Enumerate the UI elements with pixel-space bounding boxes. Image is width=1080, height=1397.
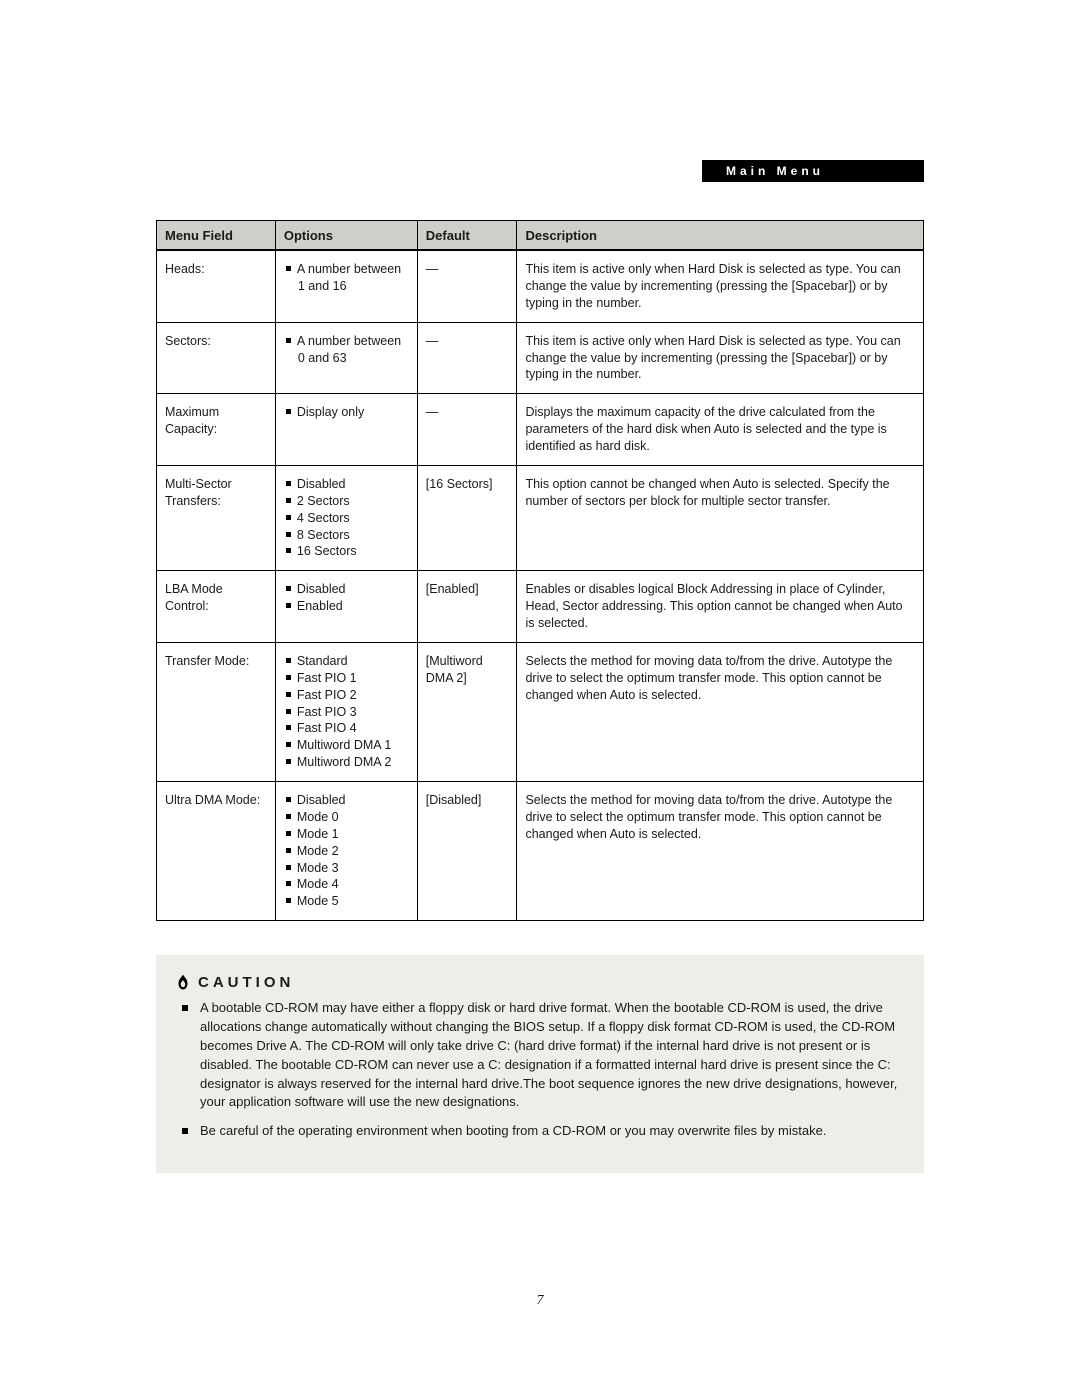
cell-options: Display only bbox=[275, 394, 417, 466]
cell-desc: Selects the method for moving data to/fr… bbox=[517, 642, 924, 781]
cell-field: LBA Mode Control: bbox=[157, 571, 276, 643]
option-item: 16 Sectors bbox=[286, 543, 409, 560]
option-item: Display only bbox=[286, 404, 409, 421]
option-item: Mode 0 bbox=[286, 809, 409, 826]
option-item: 4 Sectors bbox=[286, 510, 409, 527]
option-item: Disabled bbox=[286, 476, 409, 493]
caution-list: A bootable CD-ROM may have either a flop… bbox=[174, 999, 898, 1141]
cell-default: — bbox=[417, 322, 517, 394]
caution-title-text: CAUTION bbox=[198, 974, 294, 991]
page-container: Main Menu Menu Field Options Default Des… bbox=[0, 0, 1080, 1369]
caution-item: A bootable CD-ROM may have either a flop… bbox=[182, 999, 898, 1112]
cell-default: [16 Sectors] bbox=[417, 465, 517, 570]
cell-default: [Disabled] bbox=[417, 782, 517, 921]
options-list: Standard Fast PIO 1 Fast PIO 2 Fast PIO … bbox=[284, 653, 409, 771]
options-list: Disabled Enabled bbox=[284, 581, 409, 615]
table-row: LBA Mode Control: Disabled Enabled [Enab… bbox=[157, 571, 924, 643]
cell-options: Disabled Mode 0 Mode 1 Mode 2 Mode 3 Mod… bbox=[275, 782, 417, 921]
cell-desc: This item is active only when Hard Disk … bbox=[517, 322, 924, 394]
th-field: Menu Field bbox=[157, 221, 276, 251]
options-list: Disabled Mode 0 Mode 1 Mode 2 Mode 3 Mod… bbox=[284, 792, 409, 910]
option-item: Fast PIO 1 bbox=[286, 670, 409, 687]
caution-title: CAUTION bbox=[174, 973, 898, 991]
cell-field: Multi-Sector Transfers: bbox=[157, 465, 276, 570]
option-item: Mode 5 bbox=[286, 893, 409, 910]
cell-options: A number between 1 and 16 bbox=[275, 250, 417, 322]
option-item: Mode 3 bbox=[286, 860, 409, 877]
option-item: A number between bbox=[286, 333, 409, 350]
cell-desc: This option cannot be changed when Auto … bbox=[517, 465, 924, 570]
cell-field: Transfer Mode: bbox=[157, 642, 276, 781]
table-row: Heads: A number between 1 and 16 — This … bbox=[157, 250, 924, 322]
option-item: A number between bbox=[286, 261, 409, 278]
cell-desc: Displays the maximum capacity of the dri… bbox=[517, 394, 924, 466]
option-item: Enabled bbox=[286, 598, 409, 615]
cell-field: Ultra DMA Mode: bbox=[157, 782, 276, 921]
cell-desc: Enables or disables logical Block Addres… bbox=[517, 571, 924, 643]
option-item: Disabled bbox=[286, 581, 409, 598]
options-list: Disabled 2 Sectors 4 Sectors 8 Sectors 1… bbox=[284, 476, 409, 560]
option-item: 8 Sectors bbox=[286, 527, 409, 544]
cell-options: Standard Fast PIO 1 Fast PIO 2 Fast PIO … bbox=[275, 642, 417, 781]
options-list: A number between 0 and 63 bbox=[284, 333, 409, 367]
option-item: Standard bbox=[286, 653, 409, 670]
th-desc: Description bbox=[517, 221, 924, 251]
options-list: Display only bbox=[284, 404, 409, 421]
table-row: Sectors: A number between 0 and 63 — Thi… bbox=[157, 322, 924, 394]
cell-options: Disabled Enabled bbox=[275, 571, 417, 643]
option-item: Mode 1 bbox=[286, 826, 409, 843]
table-header-row: Menu Field Options Default Description bbox=[157, 221, 924, 251]
table-row: Multi-Sector Transfers: Disabled 2 Secto… bbox=[157, 465, 924, 570]
cell-field: Sectors: bbox=[157, 322, 276, 394]
page-number: 7 bbox=[156, 1293, 924, 1309]
table-row: Maximum Capacity: Display only — Display… bbox=[157, 394, 924, 466]
cell-default: — bbox=[417, 250, 517, 322]
th-default: Default bbox=[417, 221, 517, 251]
option-item: Fast PIO 4 bbox=[286, 720, 409, 737]
cell-options: Disabled 2 Sectors 4 Sectors 8 Sectors 1… bbox=[275, 465, 417, 570]
cell-default: [Multiword DMA 2] bbox=[417, 642, 517, 781]
caution-flame-icon bbox=[174, 973, 192, 991]
cell-field: Heads: bbox=[157, 250, 276, 322]
table-row: Ultra DMA Mode: Disabled Mode 0 Mode 1 M… bbox=[157, 782, 924, 921]
header-tag: Main Menu bbox=[702, 160, 924, 182]
option-item: Mode 2 bbox=[286, 843, 409, 860]
cell-default: — bbox=[417, 394, 517, 466]
cell-default: [Enabled] bbox=[417, 571, 517, 643]
caution-box: CAUTION A bootable CD-ROM may have eithe… bbox=[156, 955, 924, 1173]
menu-table: Menu Field Options Default Description H… bbox=[156, 220, 924, 921]
option-item: 2 Sectors bbox=[286, 493, 409, 510]
option-item-sub: 1 and 16 bbox=[286, 278, 409, 295]
option-item: Mode 4 bbox=[286, 876, 409, 893]
th-options: Options bbox=[275, 221, 417, 251]
header-block: Main Menu bbox=[156, 160, 924, 182]
cell-desc: Selects the method for moving data to/fr… bbox=[517, 782, 924, 921]
option-item: Fast PIO 2 bbox=[286, 687, 409, 704]
option-item-sub: 0 and 63 bbox=[286, 350, 409, 367]
option-item: Fast PIO 3 bbox=[286, 704, 409, 721]
cell-field: Maximum Capacity: bbox=[157, 394, 276, 466]
cell-desc: This item is active only when Hard Disk … bbox=[517, 250, 924, 322]
option-item: Disabled bbox=[286, 792, 409, 809]
option-item: Multiword DMA 1 bbox=[286, 737, 409, 754]
option-item: Multiword DMA 2 bbox=[286, 754, 409, 771]
table-row: Transfer Mode: Standard Fast PIO 1 Fast … bbox=[157, 642, 924, 781]
options-list: A number between 1 and 16 bbox=[284, 261, 409, 295]
caution-item: Be careful of the operating environment … bbox=[182, 1122, 898, 1141]
cell-options: A number between 0 and 63 bbox=[275, 322, 417, 394]
